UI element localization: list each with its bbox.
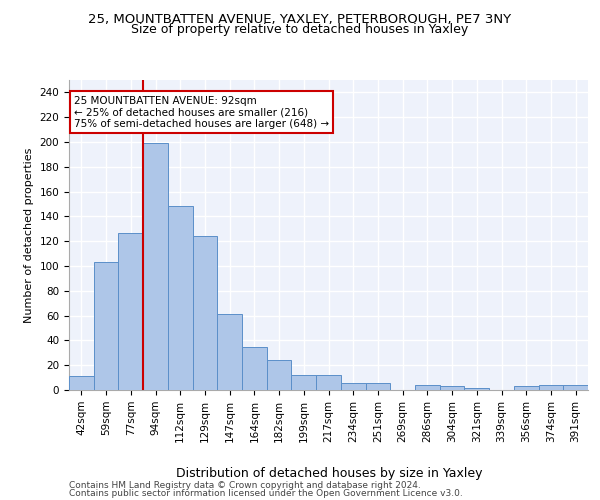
Text: Distribution of detached houses by size in Yaxley: Distribution of detached houses by size … [176, 468, 482, 480]
Text: 25 MOUNTBATTEN AVENUE: 92sqm
← 25% of detached houses are smaller (216)
75% of s: 25 MOUNTBATTEN AVENUE: 92sqm ← 25% of de… [74, 96, 329, 128]
Text: Contains public sector information licensed under the Open Government Licence v3: Contains public sector information licen… [69, 489, 463, 498]
Bar [69, 376, 94, 390]
Bar [563, 385, 588, 390]
Bar [440, 386, 464, 390]
Bar [94, 262, 118, 390]
Bar [242, 346, 267, 390]
Bar [217, 314, 242, 390]
Bar [415, 385, 440, 390]
Bar [341, 382, 365, 390]
Y-axis label: Number of detached properties: Number of detached properties [24, 148, 34, 322]
Bar [539, 385, 563, 390]
Bar [143, 143, 168, 390]
Bar [514, 386, 539, 390]
Bar [168, 206, 193, 390]
Text: Size of property relative to detached houses in Yaxley: Size of property relative to detached ho… [131, 24, 469, 36]
Bar [292, 375, 316, 390]
Bar [365, 382, 390, 390]
Bar [464, 388, 489, 390]
Text: Contains HM Land Registry data © Crown copyright and database right 2024.: Contains HM Land Registry data © Crown c… [69, 481, 421, 490]
Text: 25, MOUNTBATTEN AVENUE, YAXLEY, PETERBOROUGH, PE7 3NY: 25, MOUNTBATTEN AVENUE, YAXLEY, PETERBOR… [88, 12, 512, 26]
Bar [267, 360, 292, 390]
Bar [316, 375, 341, 390]
Bar [118, 232, 143, 390]
Bar [193, 236, 217, 390]
